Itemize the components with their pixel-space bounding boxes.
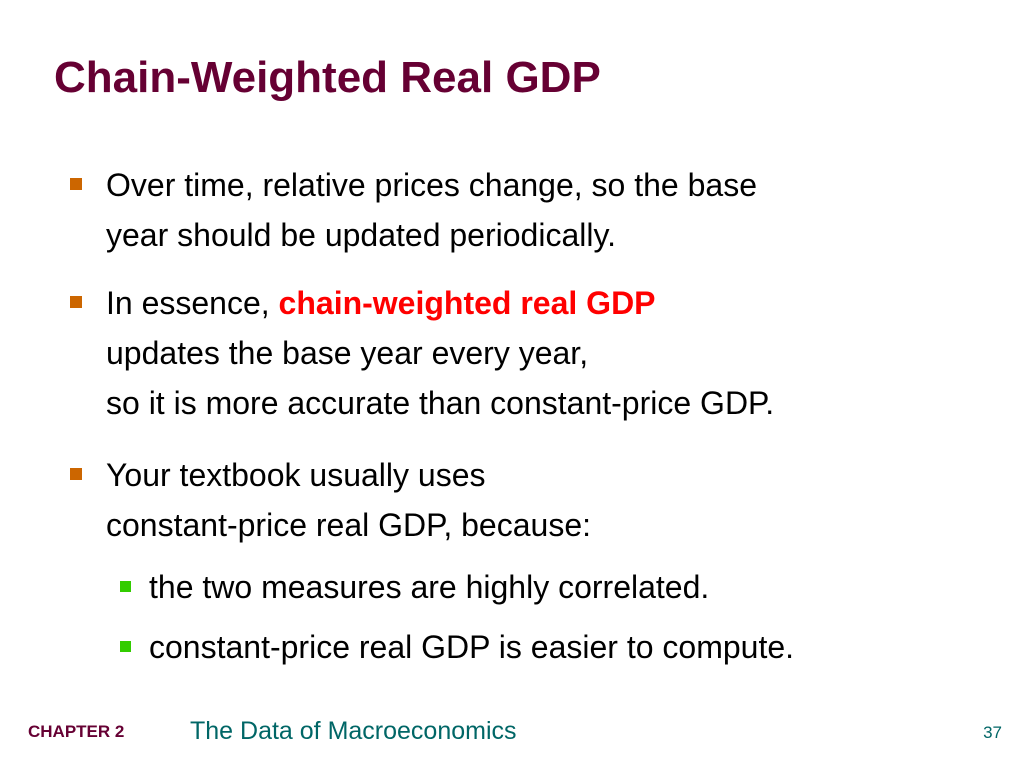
bullet-item-3: Your textbook usually uses constant-pric… <box>70 450 1004 550</box>
sub-bullet-item-2: constant-price real GDP is easier to com… <box>120 622 1004 672</box>
square-sub-bullet-icon <box>120 641 131 652</box>
bullet-line: so it is more accurate than constant-pri… <box>106 385 775 421</box>
bullet-line: updates the base year every year, <box>106 335 589 371</box>
square-bullet-icon <box>70 178 82 190</box>
footer-page-number: 37 <box>983 723 1002 742</box>
square-bullet-icon <box>70 296 82 308</box>
sub-bullet-text: constant-price real GDP is easier to com… <box>149 629 795 665</box>
bullet-item-1: Over time, relative prices change, so th… <box>70 160 1004 260</box>
bullet-text: In essence, chain-weighted real GDP upda… <box>106 278 1004 428</box>
bullet-text: Over time, relative prices change, so th… <box>106 160 1004 260</box>
sub-bullet-item-1: the two measures are highly correlated. <box>120 562 1004 612</box>
bullet-line: In essence, chain-weighted real GDP <box>106 278 1004 328</box>
footer-chapter-label: CHAPTER 2 <box>28 722 125 741</box>
sub-bullet-text: the two measures are highly correlated. <box>149 569 710 605</box>
bullet-item-2: In essence, chain-weighted real GDP upda… <box>70 278 1004 428</box>
square-bullet-icon <box>70 468 82 480</box>
square-sub-bullet-icon <box>120 581 131 592</box>
bullet-line: Your textbook usually uses <box>106 457 486 493</box>
bullet-text: Your textbook usually uses constant-pric… <box>106 450 1004 550</box>
highlighted-term: chain-weighted real GDP <box>278 285 656 321</box>
slide-title: Chain-Weighted Real GDP <box>54 53 601 102</box>
bullet-line: Over time, relative prices change, so th… <box>106 167 757 203</box>
bullet-line: year should be updated periodically. <box>106 217 616 253</box>
footer-subject-title: The Data of Macroeconomics <box>190 717 517 745</box>
bullet-lead-text: In essence, <box>106 285 279 321</box>
bullet-line: constant-price real GDP, because: <box>106 507 591 543</box>
